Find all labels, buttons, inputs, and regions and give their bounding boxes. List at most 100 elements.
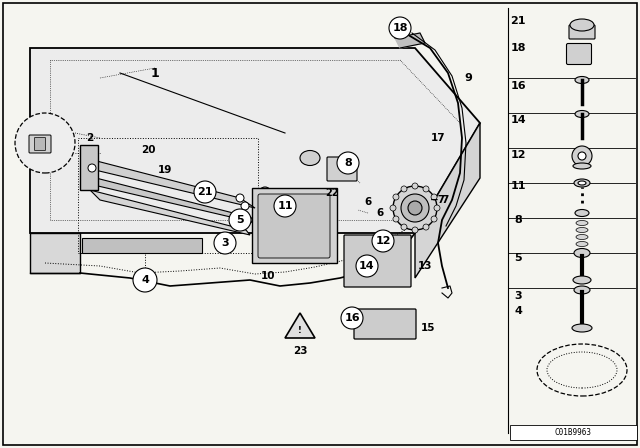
Circle shape: [337, 152, 359, 174]
Circle shape: [341, 307, 363, 329]
Circle shape: [194, 181, 216, 203]
FancyBboxPatch shape: [569, 25, 595, 39]
Ellipse shape: [300, 151, 320, 165]
Circle shape: [393, 194, 399, 200]
Polygon shape: [88, 176, 252, 222]
Text: !: !: [298, 326, 302, 335]
Circle shape: [229, 209, 251, 231]
Text: 13: 13: [418, 261, 432, 271]
Circle shape: [423, 224, 429, 230]
Text: 19: 19: [158, 165, 172, 175]
Circle shape: [431, 216, 437, 222]
FancyBboxPatch shape: [29, 135, 51, 153]
Text: 15: 15: [420, 323, 435, 333]
Text: 1: 1: [150, 66, 159, 79]
Text: 14: 14: [510, 115, 526, 125]
Text: 18: 18: [510, 43, 525, 53]
Ellipse shape: [572, 324, 592, 332]
Text: −7: −7: [430, 195, 446, 205]
FancyBboxPatch shape: [258, 194, 330, 258]
Ellipse shape: [573, 276, 591, 284]
FancyBboxPatch shape: [82, 238, 202, 253]
Text: 9: 9: [464, 73, 472, 83]
FancyBboxPatch shape: [344, 235, 411, 287]
Circle shape: [572, 146, 592, 166]
Text: 14: 14: [359, 261, 375, 271]
Text: 3: 3: [221, 238, 229, 248]
Circle shape: [389, 17, 411, 39]
Text: 11: 11: [277, 201, 292, 211]
Text: 5: 5: [236, 215, 244, 225]
Bar: [510, 425, 637, 440]
Text: 11: 11: [510, 181, 525, 191]
FancyBboxPatch shape: [566, 43, 591, 65]
Text: 16: 16: [344, 313, 360, 323]
FancyBboxPatch shape: [354, 309, 416, 339]
Text: 23: 23: [292, 346, 307, 356]
Text: 17: 17: [431, 133, 445, 143]
Text: 6: 6: [376, 208, 383, 218]
Polygon shape: [30, 48, 480, 233]
Ellipse shape: [576, 220, 588, 225]
Text: 21: 21: [197, 187, 212, 197]
Text: 6: 6: [364, 197, 372, 207]
Polygon shape: [85, 158, 255, 208]
Text: 12: 12: [375, 236, 391, 246]
Text: 5: 5: [514, 253, 522, 263]
FancyBboxPatch shape: [252, 188, 337, 263]
Circle shape: [133, 268, 157, 292]
Ellipse shape: [576, 241, 588, 246]
FancyBboxPatch shape: [327, 157, 357, 181]
Circle shape: [241, 202, 249, 210]
Text: 22: 22: [325, 188, 339, 198]
Circle shape: [393, 186, 437, 230]
Circle shape: [412, 227, 418, 233]
Circle shape: [412, 183, 418, 189]
Circle shape: [401, 186, 407, 192]
Circle shape: [434, 205, 440, 211]
Circle shape: [423, 186, 429, 192]
Ellipse shape: [575, 111, 589, 117]
Circle shape: [578, 152, 586, 160]
Ellipse shape: [574, 249, 590, 258]
Ellipse shape: [576, 234, 588, 240]
Text: 21: 21: [510, 16, 525, 26]
FancyBboxPatch shape: [80, 145, 98, 190]
Ellipse shape: [574, 179, 590, 187]
Circle shape: [431, 194, 437, 200]
Circle shape: [88, 164, 96, 172]
Text: 16: 16: [510, 81, 526, 91]
Ellipse shape: [574, 286, 590, 294]
Circle shape: [390, 205, 396, 211]
Polygon shape: [90, 190, 250, 235]
Text: 20: 20: [141, 145, 156, 155]
Text: 8: 8: [514, 215, 522, 225]
Ellipse shape: [575, 77, 589, 83]
Circle shape: [214, 232, 236, 254]
Ellipse shape: [578, 181, 586, 185]
Circle shape: [408, 201, 422, 215]
Circle shape: [259, 187, 271, 199]
Circle shape: [274, 195, 296, 217]
Text: 18: 18: [392, 23, 408, 33]
Text: 8: 8: [344, 158, 352, 168]
Text: 10: 10: [260, 271, 275, 281]
Circle shape: [356, 255, 378, 277]
Polygon shape: [415, 123, 480, 278]
Circle shape: [401, 194, 429, 222]
Text: 12: 12: [510, 150, 525, 160]
Circle shape: [244, 216, 252, 224]
FancyBboxPatch shape: [35, 138, 45, 151]
Circle shape: [236, 194, 244, 202]
Circle shape: [15, 113, 75, 173]
Text: 3: 3: [514, 291, 522, 301]
Ellipse shape: [576, 228, 588, 233]
Circle shape: [372, 230, 394, 252]
Text: C01B9963: C01B9963: [554, 427, 591, 436]
Bar: [78, 138, 258, 253]
Text: 4: 4: [514, 306, 522, 316]
Polygon shape: [285, 313, 315, 338]
Ellipse shape: [575, 210, 589, 216]
Circle shape: [393, 216, 399, 222]
Text: 7: 7: [442, 195, 449, 205]
